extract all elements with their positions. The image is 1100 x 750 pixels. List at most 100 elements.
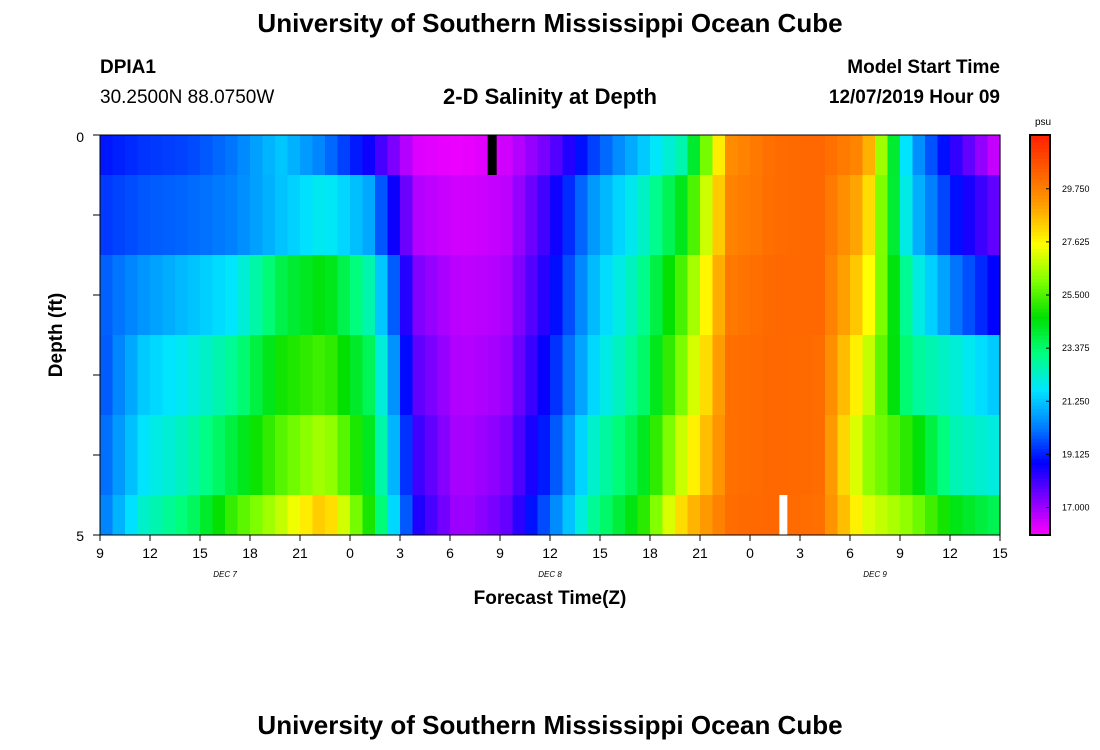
colorbar-cell xyxy=(1030,171,1050,176)
heatmap-cell xyxy=(750,415,764,495)
colorbar-cell xyxy=(1030,281,1050,286)
heatmap-cell xyxy=(787,135,801,175)
heatmap-cell xyxy=(237,415,251,495)
colorbar-cell xyxy=(1030,375,1050,379)
colorbar-cell xyxy=(1030,271,1050,276)
colorbar-cell xyxy=(1030,261,1050,266)
x-tick-label: 6 xyxy=(846,545,854,561)
colorbar-cell xyxy=(1030,355,1050,359)
heatmap-cell xyxy=(637,415,651,495)
colorbar-cell xyxy=(1030,321,1050,326)
heatmap-cell xyxy=(575,255,589,335)
colorbar-cell xyxy=(1030,295,1050,299)
heatmap-cell xyxy=(787,335,801,415)
heatmap-cell xyxy=(137,255,151,335)
heatmap-cell xyxy=(675,495,689,535)
colorbar-cell xyxy=(1030,488,1050,493)
heatmap-cell xyxy=(812,135,826,175)
heatmap-cell xyxy=(275,415,289,495)
heatmap-cell xyxy=(875,335,889,415)
heatmap-cell xyxy=(525,335,539,415)
heatmap-cell xyxy=(125,415,139,495)
heatmap-cell xyxy=(625,415,639,495)
heatmap-cell xyxy=(350,335,364,415)
heatmap-cell xyxy=(587,335,601,415)
heatmap-cells xyxy=(100,135,1001,535)
x-tick-label: 15 xyxy=(992,545,1008,561)
colorbar-cell xyxy=(1030,451,1050,456)
heatmap-cell xyxy=(837,415,851,495)
colorbar-cell xyxy=(1030,328,1050,333)
heatmap-cell xyxy=(300,255,314,335)
heatmap-cell xyxy=(987,255,1001,335)
heatmap-cell xyxy=(337,495,351,535)
heatmap-cell xyxy=(212,135,226,175)
heatmap-cell xyxy=(825,335,839,415)
heatmap-cell xyxy=(925,255,939,335)
colorbar-cell xyxy=(1030,511,1050,516)
heatmap-cell xyxy=(750,175,764,255)
colorbar-cell xyxy=(1030,215,1050,219)
heatmap-cell xyxy=(100,335,114,415)
heatmap-cell xyxy=(862,135,876,175)
colorbar-cell xyxy=(1030,388,1050,393)
heatmap-cell xyxy=(487,175,501,255)
heatmap-cell xyxy=(500,495,514,535)
heatmap-cell xyxy=(762,255,776,335)
heatmap-cell xyxy=(400,415,414,495)
colorbar-cell xyxy=(1030,505,1050,509)
heatmap-cell xyxy=(687,495,701,535)
heatmap-cell xyxy=(475,255,489,335)
heatmap-cell xyxy=(750,495,764,535)
colorbar-cell xyxy=(1030,161,1050,166)
heatmap-cell xyxy=(712,255,726,335)
heatmap-cell xyxy=(437,495,451,535)
heatmap-cell xyxy=(800,415,814,495)
heatmap-cell xyxy=(225,495,239,535)
heatmap-cell xyxy=(487,335,501,415)
heatmap-cell xyxy=(812,255,826,335)
colorbar-cell xyxy=(1030,481,1050,486)
colorbar-cell xyxy=(1030,398,1050,403)
heatmap-cell xyxy=(100,175,114,255)
heatmap-cell xyxy=(425,175,439,255)
model-start-time: 12/07/2019 Hour 09 xyxy=(828,87,1000,108)
heatmap-cell xyxy=(412,335,426,415)
heatmap-cell xyxy=(750,135,764,175)
colorbar-cell xyxy=(1030,188,1050,193)
colorbar-cell xyxy=(1030,235,1050,239)
y-axis-label: Depth (ft) xyxy=(46,293,67,377)
heatmap-cell xyxy=(300,335,314,415)
heatmap-cell xyxy=(637,135,651,175)
colorbar-cell xyxy=(1030,251,1050,256)
x-tick-label: 12 xyxy=(142,545,158,561)
heatmap-cell xyxy=(187,415,201,495)
heatmap-cell xyxy=(650,255,664,335)
colorbar-cell xyxy=(1030,248,1050,253)
x-tick-label: 0 xyxy=(346,545,354,561)
heatmap-cell xyxy=(900,175,914,255)
surface-marker xyxy=(487,135,497,175)
heatmap-cell xyxy=(437,415,451,495)
colorbar: 17.000 19.125 21.250 23.375 25.500 27.625 29.7… xyxy=(1029,134,1090,536)
colorbar-cell xyxy=(1030,278,1050,283)
heatmap-cell xyxy=(175,495,189,535)
heatmap-cell xyxy=(400,255,414,335)
heatmap-cell xyxy=(237,175,251,255)
colorbar-cell xyxy=(1030,291,1050,296)
heatmap-cell xyxy=(175,415,189,495)
heatmap-cell xyxy=(800,335,814,415)
heatmap-cell xyxy=(462,415,476,495)
heatmap-cell xyxy=(287,415,301,495)
heatmap-cell xyxy=(350,135,364,175)
heatmap-cell xyxy=(650,415,664,495)
heatmap-cell xyxy=(125,135,139,175)
heatmap-cell xyxy=(675,335,689,415)
heatmap-cell xyxy=(125,495,139,535)
heatmap-cell xyxy=(312,255,326,335)
colorbar-cell xyxy=(1030,448,1050,453)
heatmap-cell xyxy=(462,335,476,415)
colorbar-cell xyxy=(1030,395,1050,399)
heatmap-cell xyxy=(587,135,601,175)
heatmap-cell xyxy=(412,135,426,175)
